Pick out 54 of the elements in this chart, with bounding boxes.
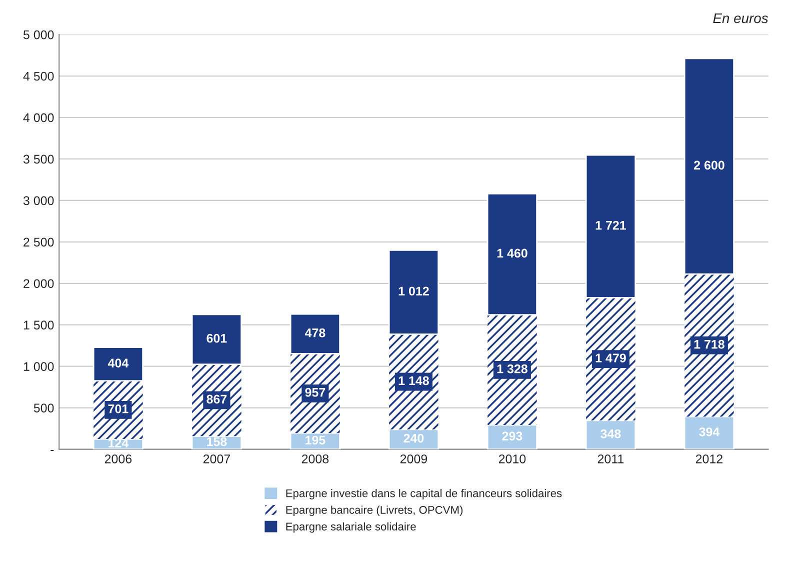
- y-tick-label: 3 000: [23, 196, 54, 206]
- data-label: 394: [699, 427, 720, 436]
- x-tick-label: 2007: [203, 454, 230, 464]
- x-tick-label: 2009: [400, 454, 428, 464]
- x-tick-label: 2006: [104, 454, 132, 464]
- data-label: 867: [206, 394, 227, 404]
- data-label: 1 148: [398, 376, 429, 386]
- bar: [684, 274, 734, 417]
- bar: [388, 250, 440, 335]
- legend-label: Epargne bancaire (Livrets, OPCVM): [286, 506, 463, 516]
- data-label: 240: [404, 434, 424, 443]
- data-label: 293: [502, 432, 522, 440]
- bar: [585, 420, 636, 450]
- y-tick-label: 4 000: [23, 113, 54, 122]
- text: En euros: [713, 13, 768, 24]
- data-label: 348: [600, 429, 621, 438]
- bar: [92, 346, 144, 382]
- data-label: 1 328: [497, 364, 528, 374]
- data-label: 2 600: [694, 160, 724, 170]
- data-label: 478: [304, 328, 326, 338]
- legend-label: Epargne investie dans le capital de financeurs solidaires: [286, 489, 562, 500]
- data-label: 1 460: [497, 248, 528, 258]
- data-label: 1 718: [694, 340, 724, 349]
- x-tick-label: 2008: [302, 454, 329, 464]
- data-label: 158: [207, 437, 227, 446]
- x-tick-label: 2011: [598, 454, 624, 464]
- y-tick-label: 4 500: [23, 72, 54, 81]
- bar: [191, 314, 242, 365]
- data-label: 404: [108, 358, 129, 368]
- bar: [684, 58, 735, 275]
- data-label: 1 721: [596, 220, 626, 230]
- y-tick-label: 3 500: [23, 154, 54, 164]
- bar: [488, 314, 537, 425]
- x-tick-label: 2012: [696, 454, 722, 464]
- data-label: 701: [108, 404, 128, 414]
- bar: [585, 154, 636, 298]
- data-label: 601: [206, 334, 227, 343]
- x-tick-label: 2010: [498, 454, 526, 464]
- bar: [684, 416, 735, 450]
- y-tick-label: 2 500: [24, 238, 54, 247]
- y-tick-label: 500: [34, 404, 54, 412]
- data-label: 957: [305, 388, 326, 397]
- legend-label: Epargne salariale solidaire: [286, 522, 416, 533]
- y-tick-label: 1 000: [24, 362, 54, 371]
- data-label: 195: [306, 436, 326, 445]
- y-tick-label: 2 000: [24, 279, 54, 288]
- data-label: 1 012: [398, 286, 429, 296]
- y-tick-label: 1 500: [24, 320, 54, 330]
- bar: [290, 313, 341, 354]
- bar: [586, 298, 636, 420]
- data-label: 1 479: [596, 354, 626, 362]
- bar: [486, 193, 538, 316]
- y-tick-label: 5 000: [23, 30, 54, 40]
- y-tick-label: -: [50, 450, 54, 451]
